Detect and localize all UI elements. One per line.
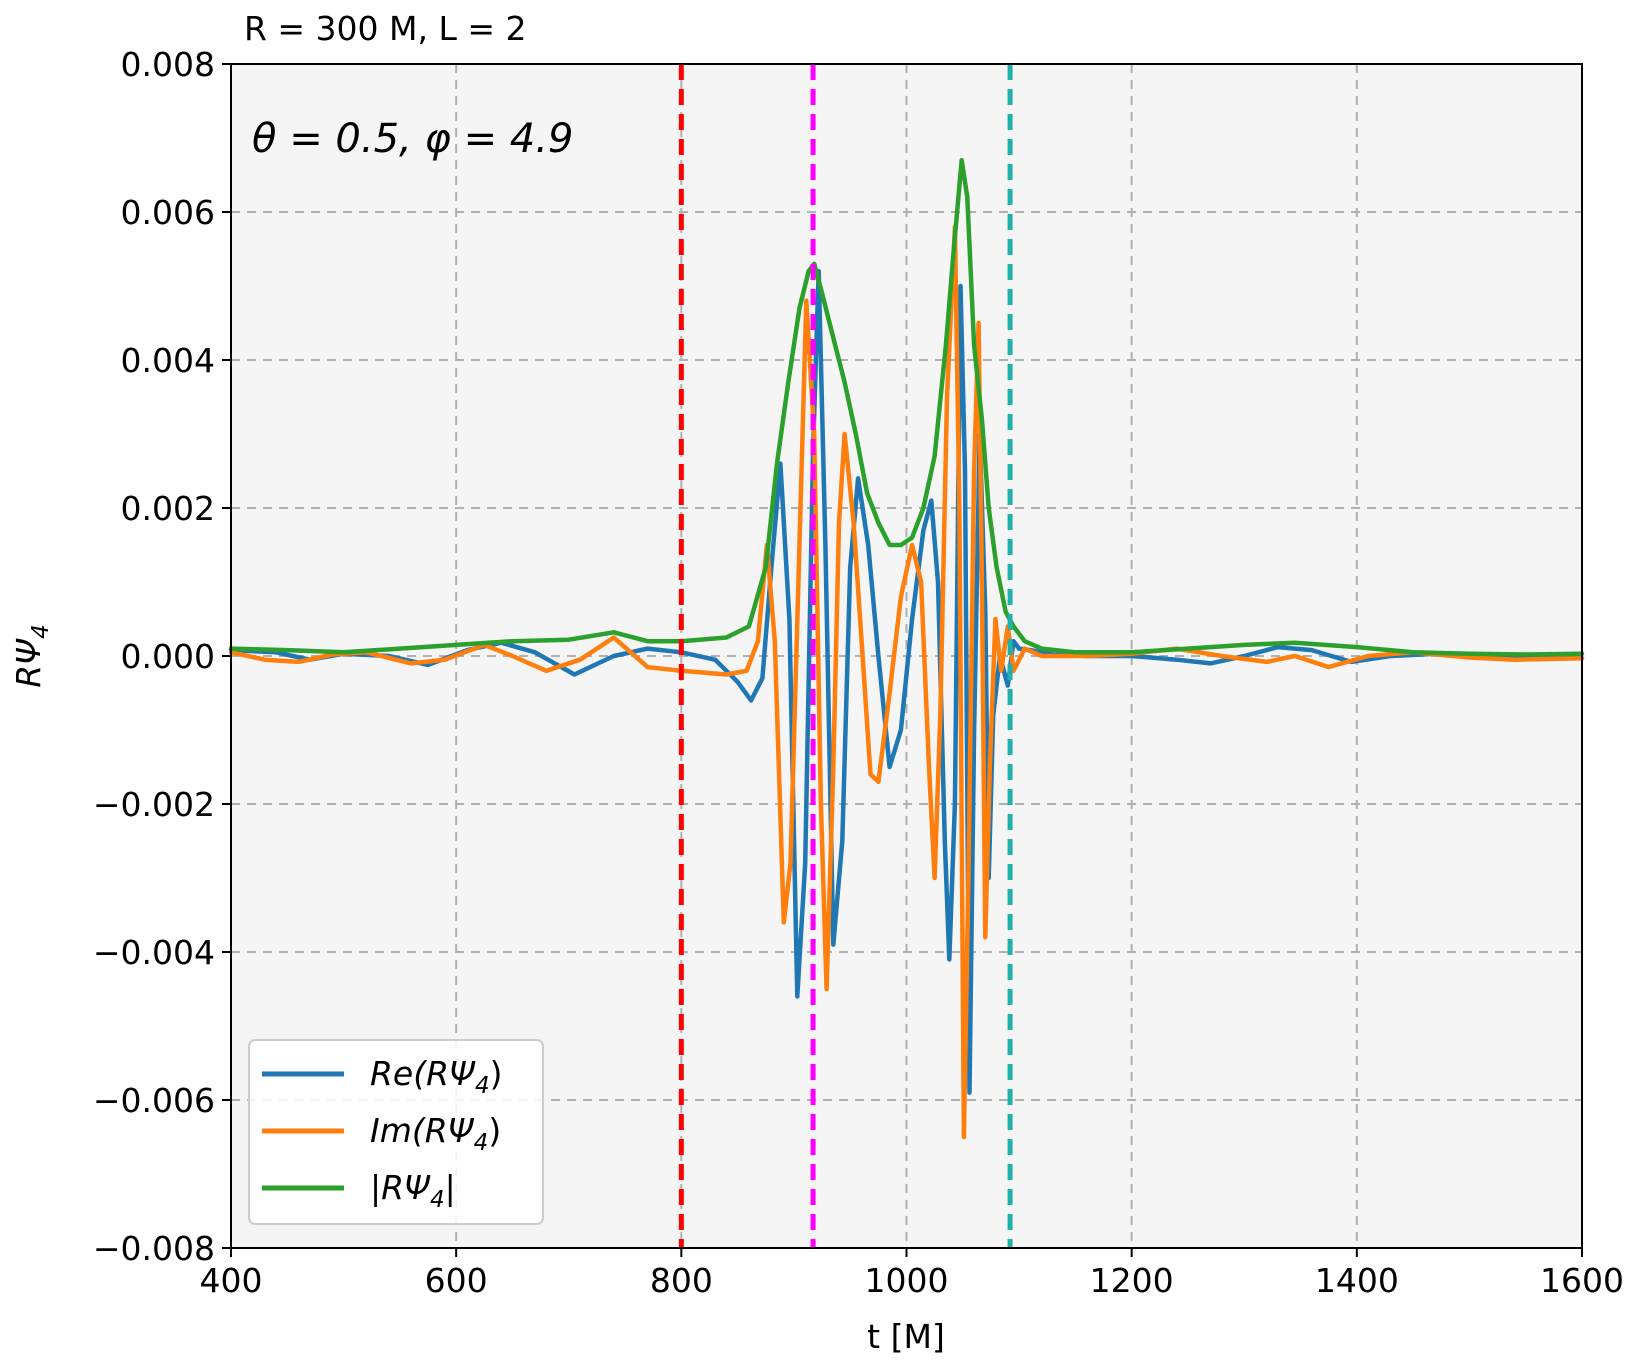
y-tick-label: −0.004 (93, 933, 215, 972)
y-axis-label-sub: 4 (28, 624, 54, 639)
y-tick-label: −0.002 (93, 785, 215, 824)
legend-items: Re(RΨ4)Im(RΨ4)|RΨ4| (262, 1054, 503, 1213)
legend-label-tail: | (445, 1168, 456, 1207)
legend-label-sub: 4 (430, 1187, 445, 1213)
legend-label-main: Im(RΨ (370, 1111, 475, 1150)
x-tick-label: 1600 (1540, 1261, 1624, 1300)
vline-layer (678, 64, 1013, 1248)
x-axis-ticks: 400 600 800 1000 1200 1400 1600 (200, 1248, 1624, 1300)
y-axis-ticks: −0.008 −0.006 −0.004 −0.002 0.000 0.002 0.004 0… (93, 45, 231, 1268)
series-line-3 (228, 157, 1585, 657)
legend-label-tail: ) (488, 1111, 501, 1150)
series-line-2 (228, 224, 1585, 1140)
y-tick-label: 0.004 (121, 341, 215, 380)
y-axis-label-main: RΨ (9, 638, 48, 688)
y-tick-label: 0.000 (121, 637, 215, 676)
x-tick-label: 1200 (1090, 1261, 1174, 1300)
legend-box (248, 1039, 544, 1225)
legend-label-sub: 4 (474, 1130, 489, 1156)
chart-annotation: θ = 0.5, φ = 4.9 (252, 116, 573, 162)
legend-label-sub: 4 (475, 1073, 490, 1099)
x-tick-label: 1400 (1315, 1261, 1399, 1300)
y-tick-label: −0.006 (93, 1081, 215, 1120)
x-tick-label: 600 (425, 1261, 488, 1300)
legend-label-2: Im(RΨ4) (370, 1111, 501, 1156)
chart-title: R = 300 M, L = 2 (244, 9, 527, 48)
y-axis-label: RΨ4 (9, 624, 54, 688)
x-axis-label: t [M] (867, 1317, 945, 1356)
legend-label-1: Re(RΨ4) (370, 1054, 503, 1099)
legend-label-tail: ) (490, 1054, 503, 1093)
legend-label-main: |RΨ (370, 1168, 431, 1207)
legend-label-3: |RΨ4| (370, 1168, 456, 1213)
y-tick-label: 0.008 (121, 45, 215, 84)
legend-label-main: Re(RΨ (370, 1054, 476, 1093)
legend: Re(RΨ4)Im(RΨ4)|RΨ4| (248, 1039, 544, 1225)
y-tick-label: 0.002 (121, 489, 215, 528)
x-tick-label: 800 (650, 1261, 713, 1300)
y-tick-label: 0.006 (121, 193, 215, 232)
x-tick-label: 1000 (865, 1261, 949, 1300)
y-tick-label: −0.008 (93, 1229, 215, 1268)
series-layer (228, 157, 1585, 1140)
x-tick-label: 400 (200, 1261, 263, 1300)
